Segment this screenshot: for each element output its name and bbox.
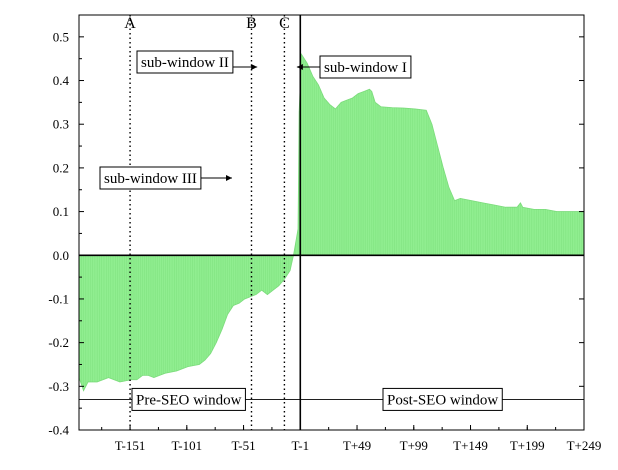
y-tick-label: -0.2 [48,335,69,350]
y-axis: -0.4 -0.3 -0.2 -0.1 0.0 0.1 0.2 0.3 0.4 0.5 [48,14,584,438]
area-series [78,53,585,392]
y-tick-label: 0.5 [53,29,69,44]
annotation-sub-window-2: sub-window II [136,50,234,74]
reference-lines: A B C [124,15,302,430]
reference-label-A: A [124,15,136,32]
x-tick-label: T-151 [115,438,146,453]
y-tick-label: 0.3 [53,117,69,132]
pre-seo-window-label-box [131,387,246,411]
x-tick-label: T+249 [567,438,602,453]
annotation-sub-window-2-arrow-head [251,64,258,70]
plot-frame [78,14,585,431]
x-tick-label: T-51 [232,438,256,453]
y-tick-label: 0.1 [53,204,69,219]
annotation-sub-window-3: sub-window III [99,166,202,190]
x-axis: T-151 T-101 T-51 T-1 T+49 T+99 T+149 T+199 T+249 [101,425,602,453]
y-tick-label: 0.0 [53,248,69,263]
y-tick-label: 0.2 [53,160,69,175]
pre-seo-window-label-text: Pre-SEO window [136,392,242,408]
y-tick-label: -0.1 [48,291,69,306]
y-tick-label: 0.4 [53,73,70,88]
x-tick-label: T+199 [510,438,545,453]
post-seo-window-label-box [382,387,503,411]
annotations: sub-window I sub-window II sub-window III P… [99,50,503,411]
x-tick-label: T+149 [453,438,488,453]
post-seo-window-label: Post-SEO window [382,387,503,411]
y-tick-label: -0.3 [48,379,69,394]
annotation-sub-window-1-text: sub-window I [324,60,407,76]
annotation-sub-window-3-text: sub-window III [104,171,197,187]
x-tick-label: T+49 [343,438,371,453]
pre-seo-window-label: Pre-SEO window [131,387,246,411]
reference-label-B: B [246,15,257,32]
annotation-sub-window-3-arrow-head [226,175,232,181]
area-fill [78,53,585,392]
x-tick-label: T-101 [172,438,203,453]
reference-label-C: C [279,15,290,32]
annotation-sub-window-1: sub-window I [319,55,412,79]
y-tick-label: -0.4 [48,423,69,438]
x-tick-label: T-1 [292,438,310,453]
annotation-sub-window-2-box [136,50,234,74]
post-seo-window-label-text: Post-SEO window [387,392,498,408]
x-tick-label: T+99 [400,438,428,453]
annotation-sub-window-1-arrow-head [296,64,303,70]
annotation-sub-window-2-text: sub-window II [141,55,229,71]
